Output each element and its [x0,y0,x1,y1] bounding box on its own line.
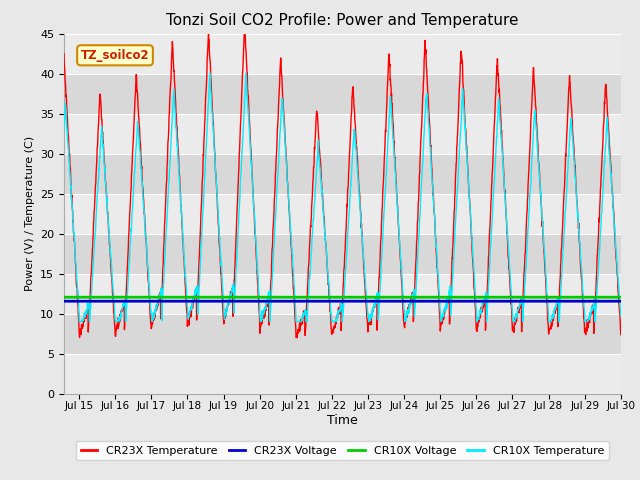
Y-axis label: Power (V) / Temperature (C): Power (V) / Temperature (C) [24,136,35,291]
Bar [64,234,621,274]
Bar [64,274,621,313]
Legend: CR23X Temperature, CR23X Voltage, CR10X Voltage, CR10X Temperature: CR23X Temperature, CR23X Voltage, CR10X … [76,441,609,460]
X-axis label: Time: Time [327,414,358,427]
Title: Tonzi Soil CO2 Profile: Power and Temperature: Tonzi Soil CO2 Profile: Power and Temper… [166,13,518,28]
Bar [64,114,621,154]
Bar [64,354,621,394]
Bar [64,154,621,193]
Bar [64,73,621,114]
Bar [64,193,621,234]
Text: TZ_soilco2: TZ_soilco2 [81,49,149,62]
Bar [64,34,621,73]
Bar [64,313,621,354]
